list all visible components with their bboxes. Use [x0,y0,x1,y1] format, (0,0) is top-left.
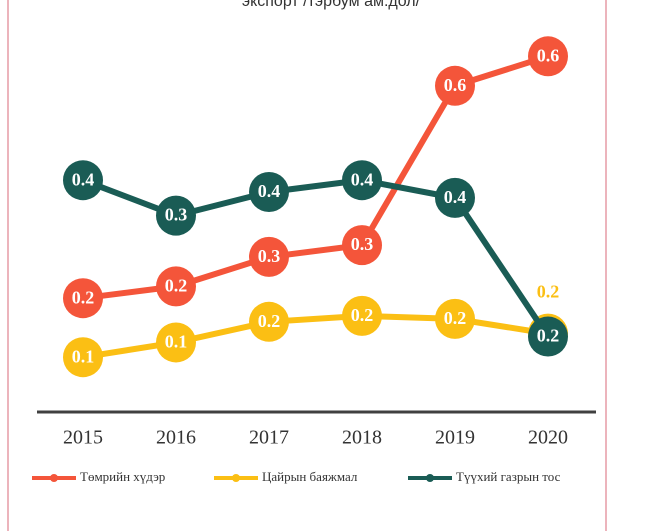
point [435,298,475,339]
point [342,160,382,201]
point [342,295,382,336]
point [63,160,103,201]
data-label: 0.3 [351,234,374,254]
data-label: 0.3 [165,205,188,225]
data-label: 0.6 [537,45,560,65]
legend-label: Цайрын баяжмал [262,469,358,484]
data-label: 0.2 [258,311,281,331]
x-tick-label: 2019 [435,427,475,449]
point [249,301,289,342]
legend-dot [232,474,240,482]
point [63,278,103,319]
data-label: 0.3 [258,246,281,266]
data-label: 0.2 [537,282,560,302]
point [63,337,103,378]
series-line [81,177,551,339]
point [435,177,475,218]
legend-dot [426,474,434,482]
data-label: 0.4 [72,169,95,189]
point [528,316,568,357]
data-label: 0.2 [444,308,467,328]
point [156,195,196,236]
data-label: 0.4 [444,187,467,207]
series-line [82,312,549,361]
data-label: 0.2 [351,305,374,325]
data-label: 0.2 [165,276,188,296]
point [342,225,382,266]
legend-dot [50,474,58,482]
x-tick-label: 2020 [528,427,568,449]
x-tick-label: 2015 [63,427,103,449]
point [435,65,475,106]
data-label: 0.4 [351,169,374,189]
x-tick-label: 2017 [249,427,289,449]
point [156,266,196,307]
data-label: 0.1 [72,346,95,366]
point [249,236,289,277]
point [156,322,196,363]
data-label: 0.6 [444,75,467,95]
data-label: 0.1 [165,332,188,352]
legend-label: Түүхий газрын тос [456,469,561,484]
point [528,36,568,77]
data-label: 0.2 [72,287,95,307]
data-label: 0.4 [258,181,281,201]
frame [7,0,607,531]
x-tick-label: 2016 [156,427,196,449]
series-line [82,53,549,302]
x-tick-label: 2018 [342,427,382,449]
chart-title: экспорт /тэрбум ам.дол/ [242,0,421,10]
data-label: 0.2 [537,326,560,346]
legend-label: Төмрийн хүдэр [80,469,165,484]
point [249,172,289,212]
